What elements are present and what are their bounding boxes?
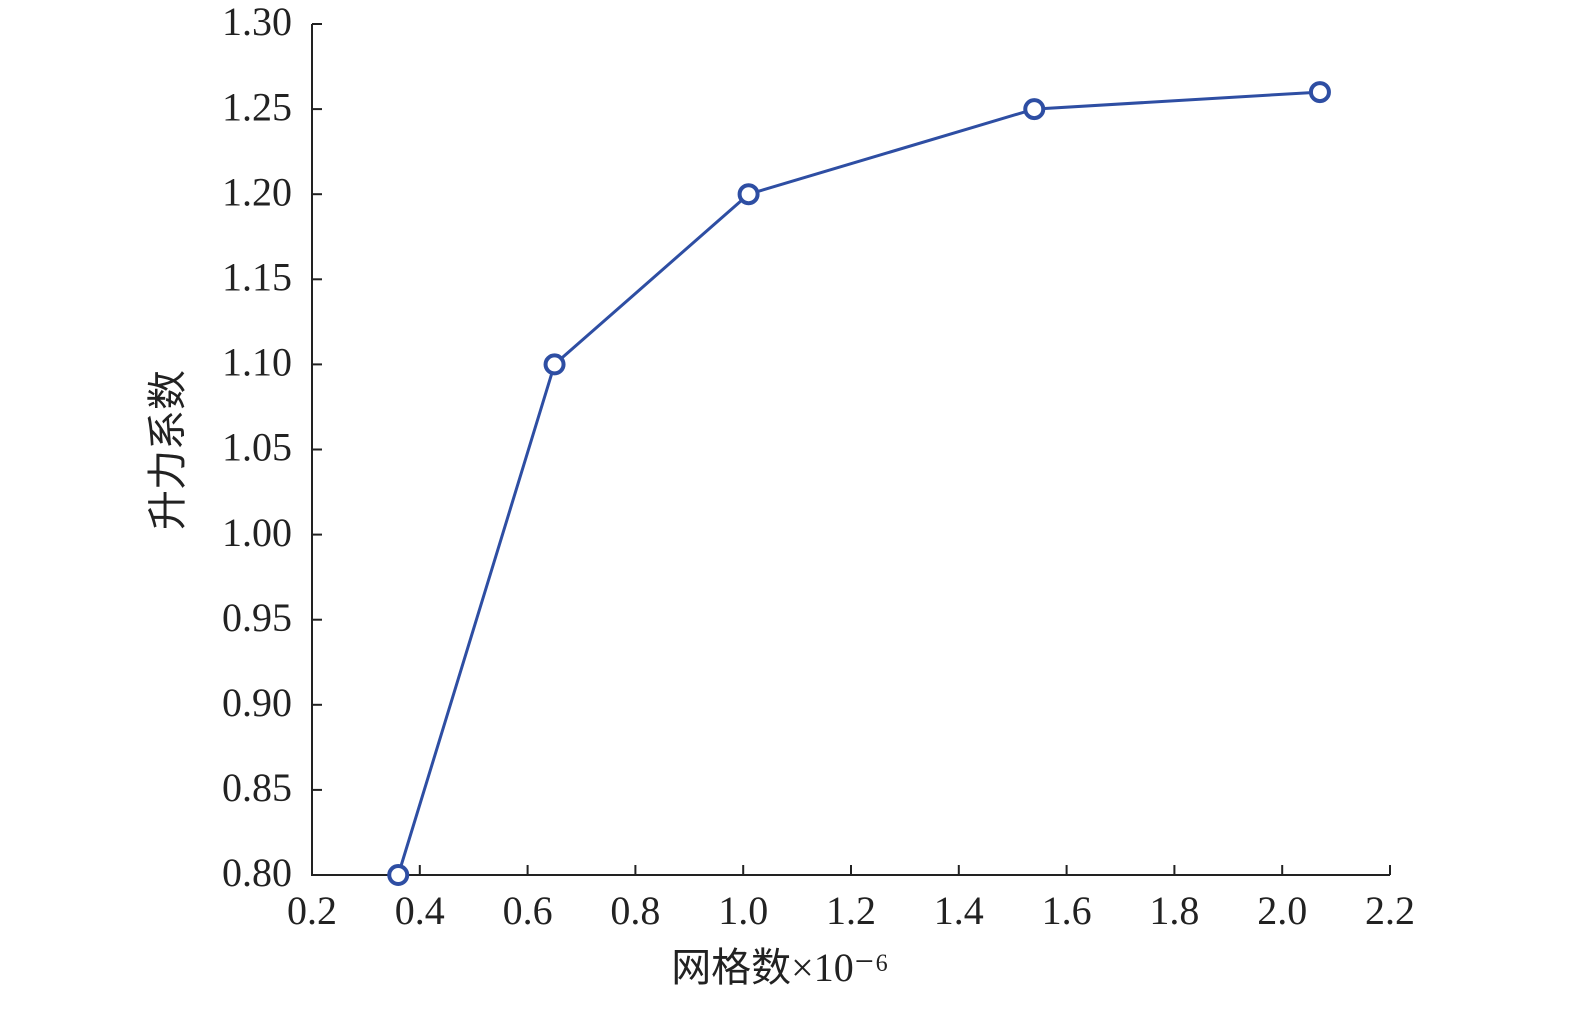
point <box>1308 81 1331 104</box>
y-tick-label: 1.15 <box>222 254 292 299</box>
point <box>737 183 760 206</box>
point <box>387 864 410 886</box>
x-tick-label: 1.4 <box>934 888 984 933</box>
x-tick-label: 1.2 <box>826 888 876 933</box>
x-tick-label: 2.0 <box>1257 888 1307 933</box>
x-tick-label: 0.8 <box>610 888 660 933</box>
y-tick-label: 1.20 <box>222 169 292 214</box>
y-tick-label: 1.00 <box>222 510 292 555</box>
y-tick-label: 1.05 <box>222 425 292 470</box>
x-tick-label: 0.4 <box>395 888 445 933</box>
x-tick-label: 2.2 <box>1365 888 1415 933</box>
y-tick-label: 0.85 <box>222 765 292 810</box>
y-tick-label: 1.30 <box>222 0 292 44</box>
x-tick-label: 1.6 <box>1042 888 1092 933</box>
x-tick-label: 1.8 <box>1149 888 1199 933</box>
line <box>396 90 1321 876</box>
point <box>543 353 566 376</box>
y-tick-label: 1.25 <box>222 84 292 129</box>
y-tick-label: 1.10 <box>222 340 292 385</box>
y-tick-label: 0.80 <box>222 850 292 895</box>
point <box>1023 98 1046 121</box>
y-tick-label: 0.90 <box>222 680 292 725</box>
x-axis-label: 网格数×10⁻⁶ <box>671 945 889 990</box>
y-tick-label: 0.95 <box>222 595 292 640</box>
x-tick-label: 0.6 <box>503 888 553 933</box>
x-tick-label: 0.2 <box>287 888 337 933</box>
x-tick-label: 1.0 <box>718 888 768 933</box>
y-axis-label: 升力系数 <box>145 370 190 530</box>
